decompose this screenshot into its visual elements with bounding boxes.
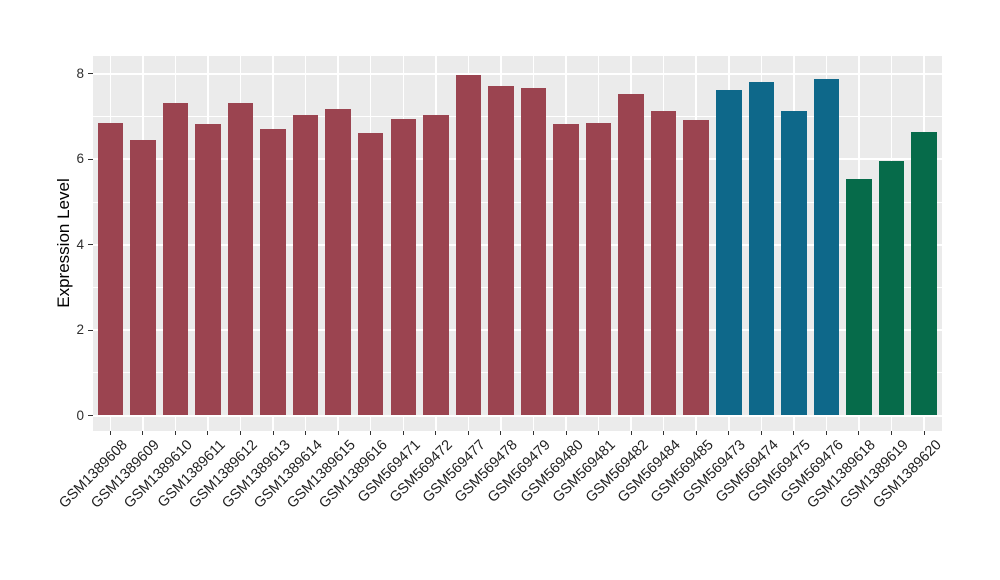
gridline-major [93,329,942,332]
gridline-minor [93,201,942,203]
x-axis-tick [207,431,209,435]
y-axis-tick [88,415,93,416]
x-axis-tick [858,431,860,435]
x-axis-tick [663,431,665,435]
bar-GSM1389610 [162,102,189,416]
x-axis-tick [142,431,144,435]
x-axis-tick [467,431,469,435]
bar-GSM569476 [813,78,840,416]
bar-GSM569480 [553,124,579,416]
gridline-major [93,414,942,417]
plot-panel [93,56,942,431]
bar-GSM1389608 [97,123,124,416]
bar-GSM1389614 [292,115,319,416]
bar-GSM1389619 [878,161,905,416]
x-axis-tick [337,431,339,435]
x-axis-tick [305,431,307,435]
bar-GSM569482 [618,93,644,416]
y-axis-tick-label: 6 [76,151,84,167]
gridline-minor [93,116,942,118]
x-axis-tick [923,431,925,435]
x-axis-tick [891,431,892,435]
bar-GSM1389620 [911,131,937,416]
x-axis-tick [695,431,697,435]
y-axis-tick-label: 0 [76,407,84,423]
bar-GSM1389616 [357,133,384,416]
x-axis-tick [109,431,111,435]
y-axis-tick [88,244,93,246]
x-axis-tick [630,431,632,435]
x-axis-tick [760,431,762,435]
x-axis-tick [370,431,372,435]
bar-GSM1389612 [227,102,254,416]
x-axis-tick [565,431,567,435]
bar-GSM1389609 [130,140,156,416]
bar-GSM569484 [650,110,677,416]
x-axis-tick [500,431,502,435]
x-axis-tick [272,431,274,435]
y-axis-tick-label: 2 [76,322,84,338]
x-axis-tick [793,431,795,435]
gridline-major [93,243,942,246]
bar-GSM569472 [423,114,449,416]
x-axis-tick [435,431,437,435]
bar-GSM1389613 [260,128,286,416]
bar-GSM569479 [520,87,547,416]
x-axis-tick [598,431,600,435]
y-axis-tick [88,73,93,75]
bar-GSM1389615 [325,109,351,416]
bar-GSM569473 [716,89,742,416]
bar-GSM569477 [455,74,482,416]
bar-GSM1389618 [846,179,872,416]
gridline-minor [93,286,942,288]
y-axis-tick [88,329,93,331]
gridline-major [93,72,942,75]
y-axis-tick [88,158,93,160]
bar-GSM569475 [781,110,807,416]
x-axis-tick [240,431,241,435]
bar-GSM569481 [585,123,612,416]
x-axis-tick [825,431,827,435]
x-axis-tick [532,431,534,435]
bar-GSM569478 [488,86,514,416]
gridline-major [93,158,942,161]
bar-GSM569471 [390,118,416,416]
x-axis-tick [174,431,176,435]
bar-GSM1389611 [195,123,221,416]
y-axis-title-text: Expression Level [54,178,73,308]
y-axis-tick-label: 4 [76,236,84,252]
bar-GSM569485 [683,119,709,416]
gridline-minor [93,372,942,374]
x-axis-tick [728,431,730,435]
bar-GSM569474 [748,81,775,416]
x-axis-tick [402,431,404,435]
y-axis-tick-label: 8 [76,65,84,81]
